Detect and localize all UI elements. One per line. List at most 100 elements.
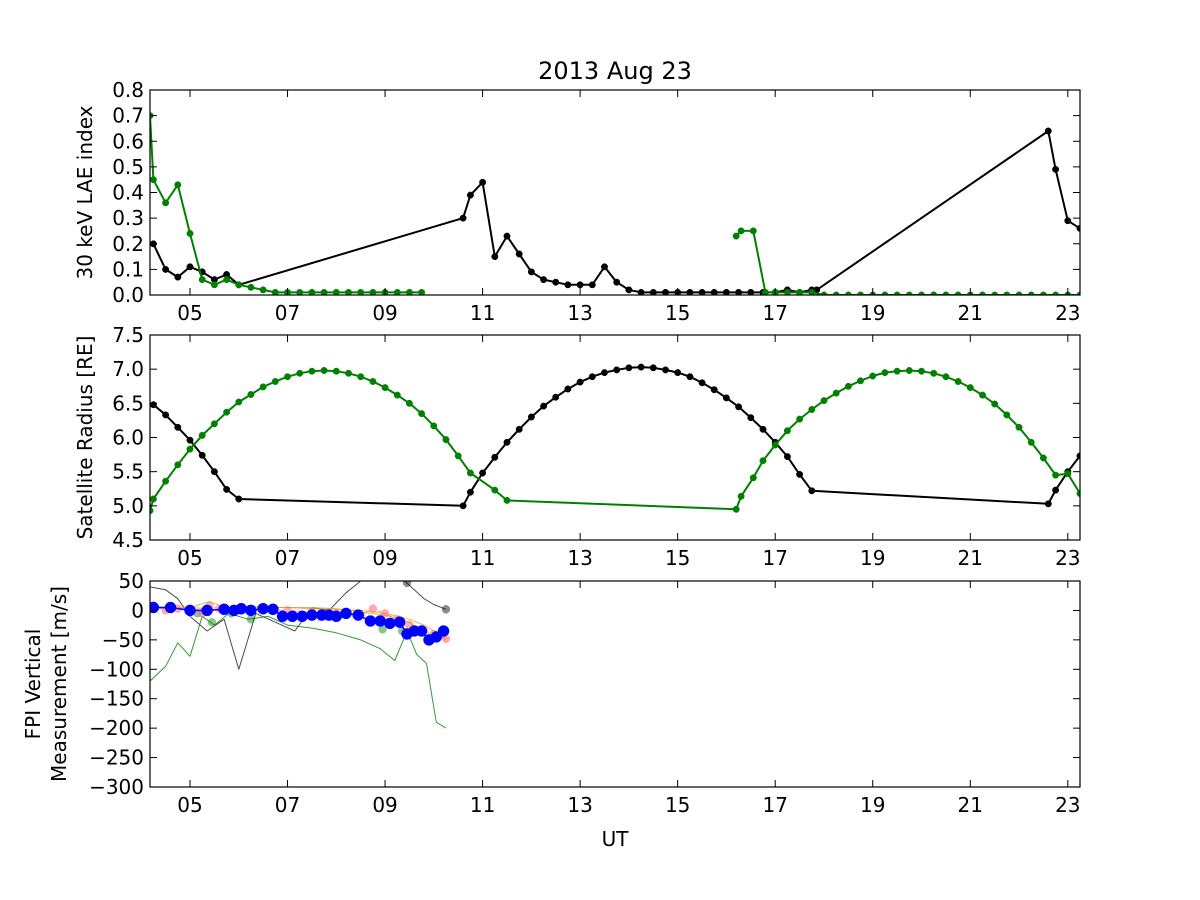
- data-point-blue: [218, 603, 230, 616]
- data-point-black: [223, 485, 231, 493]
- data-point-black: [540, 276, 548, 284]
- data-point-blue: [330, 610, 343, 623]
- data-point-black: [491, 453, 499, 461]
- data-point-green: [235, 281, 243, 289]
- data-point-black: [649, 288, 657, 295]
- data-point-green: [174, 181, 182, 189]
- series-blue-7: [150, 601, 450, 646]
- data-point-green: [1027, 438, 1035, 446]
- data-point-black: [625, 364, 633, 372]
- data-point-green: [369, 288, 377, 295]
- data-point-black: [649, 364, 657, 372]
- data-point-blue: [296, 610, 308, 623]
- x-tick-label: 15: [665, 546, 690, 570]
- data-point-black: [796, 470, 804, 478]
- data-point-green: [332, 367, 340, 375]
- y-tick-label: 4.5: [112, 528, 144, 552]
- data-point-black: [662, 288, 669, 295]
- data-point-green: [832, 389, 840, 397]
- data-point-blue: [364, 615, 377, 627]
- x-tick-label: 17: [762, 793, 787, 817]
- x-tick-label: 09: [372, 793, 397, 817]
- x-tick-label: 21: [958, 301, 983, 325]
- data-point-black: [552, 393, 560, 401]
- data-point-green: [246, 615, 256, 624]
- data-point-green: [223, 408, 231, 416]
- x-tick-label: 05: [177, 793, 202, 817]
- data-point-black: [1076, 224, 1080, 232]
- data-point-green: [1003, 411, 1011, 419]
- data-point-green: [369, 378, 377, 385]
- x-axis-label: UT: [602, 827, 630, 851]
- y-tick-label: 6.0: [112, 426, 144, 450]
- data-point-green: [759, 457, 767, 465]
- data-point-black: [698, 379, 706, 387]
- data-point-green: [405, 288, 413, 295]
- x-tick-label: 09: [372, 301, 397, 325]
- y-tick-label: −200: [89, 716, 144, 740]
- data-point-black: [515, 250, 523, 258]
- panel-2: 4.5 5.0 5.5 6.0 6.5 7.0 7.5 05 07 09 11 13 15 17 19 21 2…: [73, 323, 1081, 570]
- y-axis-label: Satellite Radius [RE]: [73, 336, 97, 540]
- x-tick-label: 07: [275, 546, 300, 570]
- data-point-black: [662, 366, 669, 374]
- data-point-green: [150, 495, 157, 503]
- data-point-blue: [306, 609, 318, 621]
- x-tick-label: 23: [1055, 546, 1080, 570]
- data-point-green: [1064, 470, 1072, 478]
- data-point-black: [601, 263, 608, 271]
- data-point-blue: [164, 601, 177, 614]
- data-point-green: [893, 367, 901, 375]
- data-point-green: [737, 492, 745, 500]
- data-point-green: [783, 427, 791, 435]
- x-tick-label: 21: [958, 793, 983, 817]
- series-green-2: [150, 612, 447, 729]
- x-tick-label: 11: [470, 301, 495, 325]
- data-point-green: [1015, 423, 1023, 431]
- y-axis-label: Measurement [m/s]: [47, 586, 71, 782]
- x-tick-label: 15: [665, 793, 690, 817]
- series-line-black: [150, 581, 362, 670]
- data-point-green: [198, 431, 206, 439]
- y-tick-label: 5.0: [112, 494, 144, 518]
- data-point-green: [418, 410, 426, 418]
- x-tick-label: 07: [275, 793, 300, 817]
- data-point-green: [247, 391, 255, 398]
- data-point-green: [430, 422, 438, 430]
- data-point-green: [966, 384, 974, 392]
- y-tick-label: 0.7: [112, 104, 144, 128]
- data-point-blue: [267, 603, 279, 616]
- data-point-black: [210, 468, 218, 476]
- x-tick-label: 17: [762, 301, 787, 325]
- data-point-black: [503, 232, 511, 240]
- data-point-black: [564, 281, 572, 289]
- data-point-green: [820, 397, 828, 405]
- data-point-green: [186, 445, 194, 453]
- data-point-black: [747, 288, 755, 295]
- data-point-green: [454, 452, 462, 460]
- data-point-blue: [374, 615, 386, 627]
- data-point-green: [796, 288, 804, 295]
- data-point-blue: [384, 617, 396, 630]
- x-tick-label: 15: [665, 301, 690, 325]
- data-point-black: [503, 438, 511, 446]
- data-point-green: [930, 369, 938, 377]
- x-tick-label: 21: [958, 546, 983, 570]
- data-point-blue: [184, 604, 196, 617]
- data-point-black: [527, 413, 535, 421]
- data-point-green: [732, 232, 740, 240]
- data-point-green: [979, 391, 986, 399]
- data-point-black: [588, 281, 596, 289]
- x-tick-label: 05: [177, 301, 202, 325]
- data-point-green: [749, 227, 757, 235]
- data-point-green: [271, 378, 279, 385]
- series-black-1: [402, 581, 451, 614]
- x-tick-label: 17: [762, 546, 787, 570]
- data-point-green: [174, 461, 182, 469]
- data-point-green: [210, 420, 218, 428]
- y-tick-label: 7.0: [112, 357, 144, 381]
- x-tick-label: 05: [177, 546, 202, 570]
- y-tick-label: −150: [89, 687, 144, 711]
